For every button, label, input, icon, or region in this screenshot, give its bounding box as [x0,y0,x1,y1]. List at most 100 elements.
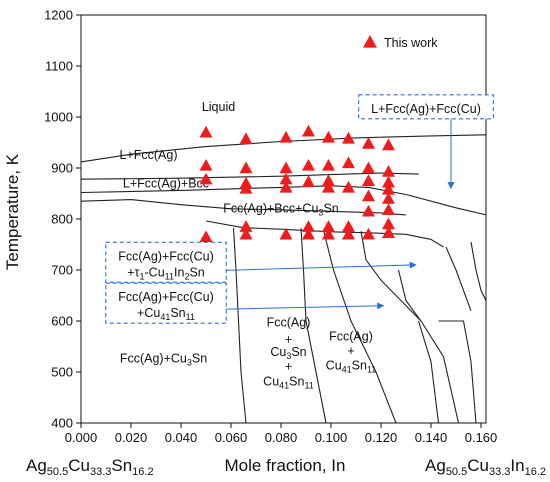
data-point-triangle [382,175,395,188]
subscript: 41 [160,312,170,322]
legend-label: This work [384,36,438,50]
subscript: 11 [304,380,313,390]
data-point-triangle [362,227,375,240]
text-part: L+Fcc(Ag) [119,148,177,162]
annotation-arrow [226,302,385,310]
annotation-box [358,94,494,120]
text-part: +τ [127,265,139,279]
data-point-triangle [199,172,213,185]
element-symbol: Ag [26,456,47,475]
text-part: Sn [291,345,306,359]
x-tick-label: 0.120 [365,430,398,445]
element-subscript: 33.3 [489,466,510,478]
subscript: 2 [184,271,189,281]
boundary-v4 [360,231,422,322]
data-point-triangle [239,132,253,145]
data-point-triangle [239,181,253,194]
element-symbol: In [510,456,524,475]
data-point-triangle [199,125,213,138]
region-label: Fcc(Ag)+Bcc+Cu3Sn [223,201,339,217]
boundary-v2 [300,228,327,424]
data-point-triangle [342,180,355,193]
y-tick-label: 600 [51,314,73,329]
data-points [199,124,395,243]
data-point-triangle [302,227,315,240]
x-tick-label: 0.100 [315,430,348,445]
text-part: +Cu [137,306,160,320]
subscript: 11 [367,364,376,374]
boundary-v7 [470,241,487,301]
annotation-text: +τ1-Cu11In2Sn [127,265,205,281]
data-point-triangle [322,174,335,186]
data-point-triangle [382,203,395,216]
y-tick-label: 800 [51,212,73,227]
data-point-triangle [322,158,335,171]
subscript: 3 [318,207,323,217]
region-label: Liquid [202,100,235,114]
subscript: 3 [286,351,291,361]
annotation-text: +Cu41Sn11 [137,306,195,322]
element-symbol: Sn [111,456,132,475]
legend: This work [363,35,438,50]
data-point-triangle [279,180,293,193]
region-label: Fcc(Ag) [267,316,311,330]
data-point-triangle [199,230,213,243]
text-part: Fcc(Ag)+Bcc+Cu [223,201,318,215]
data-point-triangle [322,227,335,240]
text-part: + [347,344,354,358]
y-tick-label: 1200 [44,8,73,23]
data-point-triangle [302,220,315,232]
text-part: Fcc(Ag) [267,316,311,330]
data-point-triangle [279,161,293,174]
boundary-v6 [445,246,472,311]
element-subscript: 16.2 [132,466,153,478]
boundary-v8 [438,320,477,424]
x-tick-label: 0.060 [215,430,248,445]
text-part: Sn [170,306,185,320]
y-tick-label: 1100 [45,59,73,74]
text-part: Cu [270,345,286,359]
text-part: Sn [189,265,204,279]
boundary-v5 [397,269,460,424]
element-subscript: 50.5 [446,466,467,478]
x-tick-label: 0.040 [165,430,198,445]
data-point-triangle [382,138,395,151]
text-part: In [174,265,184,279]
data-point-triangle [342,156,355,169]
element-subscript: 50.5 [47,466,68,478]
boundary-v1 [232,228,247,424]
annotation-box [105,282,227,324]
data-point-triangle [362,204,375,217]
text-part: Sn [192,351,207,365]
subscript: 41 [279,380,289,390]
element-symbol: Cu [68,456,90,475]
boundary-v3 [322,230,397,424]
text-part: Liquid [202,100,235,114]
region-labels: Liquid L+Fcc(Ag) L+Fcc(Ag)+Bcc Fcc(Ag)+Bcc+… [119,100,376,390]
boundary-v9 [417,320,440,424]
region-label: Cu41Sn11 [263,374,314,390]
text-part: Sn [352,358,367,372]
region-label: L+Fcc(Ag) [119,148,177,162]
subscript: 41 [342,364,352,374]
data-point-triangle [302,158,315,171]
annotation-text: Fcc(Ag)+Fcc(Cu) [118,290,214,304]
data-point-triangle [199,158,213,171]
text-part: Sn [289,374,304,388]
data-point-triangle [382,226,395,238]
data-point-triangle [362,174,375,186]
region-label: Fcc(Ag) [329,329,373,343]
region-label: Fcc(Ag)+Cu3Sn [120,351,207,367]
region-label: + [285,332,292,346]
text-part: Cu [263,374,279,388]
data-point-triangle [322,220,335,232]
region-label: Cu41Sn11 [326,358,377,374]
text-part: -Cu [145,265,165,279]
data-point-triangle [279,227,293,240]
annotation-text: Fcc(Ag)+Fcc(Cu) [118,249,214,263]
end-labels: Ag50.5Cu33.3Sn16.2 Ag50.5Cu33.3In16.2 [26,456,546,478]
text-part: L+Fcc(Ag)+Bcc [123,176,209,190]
y-tick-label: 400 [51,416,73,431]
text-part: Fcc(Ag) [329,329,373,343]
data-point-triangle [382,192,395,204]
